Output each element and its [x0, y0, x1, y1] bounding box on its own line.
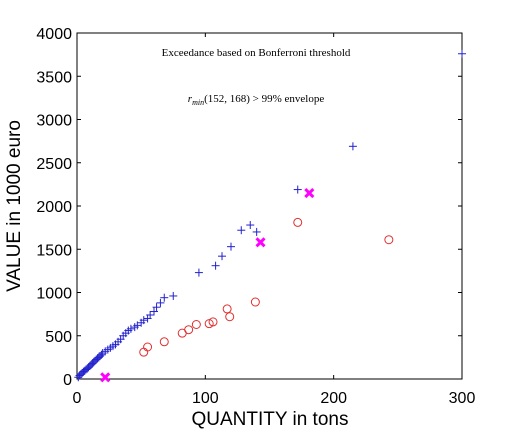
y-tick-label: 4000 [36, 26, 72, 43]
plus-marker [211, 261, 220, 270]
circle-marker [191, 320, 201, 330]
annotation-title: Exceedance based on Bonferroni threshold [162, 47, 351, 59]
circle-marker [143, 342, 153, 352]
plus-marker [227, 242, 235, 251]
circle-marker [159, 337, 169, 347]
plus-marker [458, 49, 466, 58]
annotation-r-sub: min [192, 98, 204, 107]
y-axis-label: VALUE in 1000 euro [4, 120, 25, 292]
plus-marker [237, 226, 246, 235]
x-tick-label: 0 [73, 390, 82, 407]
x-marker [100, 372, 111, 383]
y-tick-label: 0 [63, 372, 72, 389]
plus-marker [126, 324, 135, 333]
plus-marker [252, 227, 261, 236]
y-tick-label: 1000 [36, 286, 72, 303]
x-tick-label: 200 [320, 390, 347, 407]
circle-marker [184, 325, 194, 335]
plus-marker [218, 252, 227, 261]
circle-marker [293, 217, 303, 227]
x-tick-label: 300 [449, 390, 476, 407]
annotation-r: r [188, 93, 193, 105]
circle-marker [225, 312, 235, 322]
annotation-rest: (152, 168) > 99% envelope [204, 93, 324, 105]
y-tick-label: 2000 [36, 199, 72, 216]
y-tick-label: 500 [45, 329, 72, 346]
plus-marker [194, 268, 203, 277]
annotation-rmin: rmin(152, 168) > 99% envelope [188, 93, 325, 107]
x-axis-label: QUANTITY in tons [192, 409, 349, 430]
circle-marker [384, 235, 394, 245]
plus-marker [293, 185, 302, 194]
y-tick-label: 1500 [36, 242, 72, 259]
plus-marker [348, 142, 357, 151]
circle-marker [208, 317, 218, 327]
x-tick-label: 100 [192, 390, 219, 407]
plus-marker [150, 307, 158, 316]
plus-marker [160, 293, 169, 302]
plus-marker [156, 298, 165, 307]
x-marker [304, 187, 315, 199]
x-marker [255, 237, 266, 248]
plus-marker [139, 316, 148, 325]
plus-marker [97, 350, 106, 359]
plus-marker [146, 310, 155, 319]
plus-marker [246, 221, 255, 230]
y-tick-label: 3500 [36, 69, 72, 86]
plus-marker [169, 291, 178, 300]
circle-marker [139, 347, 149, 357]
data-markers [74, 49, 466, 383]
y-tick-label: 3000 [36, 113, 72, 130]
plus-marker [152, 303, 161, 312]
y-tick-label: 2500 [36, 156, 72, 173]
circle-marker [222, 304, 232, 314]
axis-ticks [76, 32, 463, 380]
axis-tick-labels: 0 100 200 300050010001500200025003000350040… [36, 26, 475, 407]
circle-marker [250, 297, 260, 307]
